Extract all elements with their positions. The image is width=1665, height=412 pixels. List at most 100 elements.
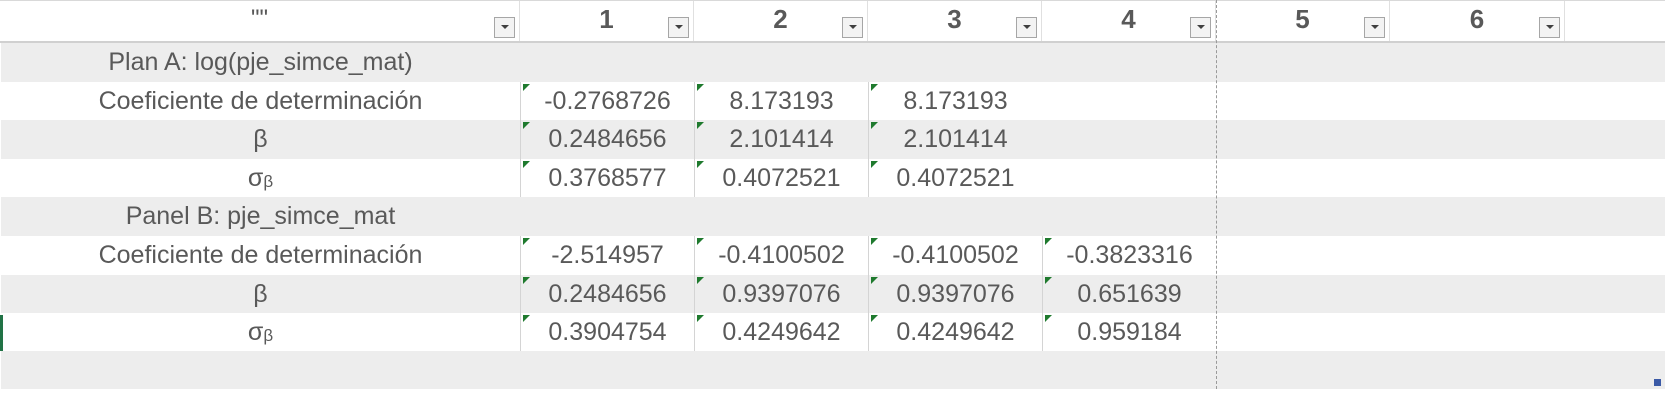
value-cell[interactable]: -0.4100502: [868, 236, 1042, 275]
value-cell[interactable]: [1042, 82, 1216, 120]
value-cell[interactable]: [694, 197, 868, 236]
header-cell-col-5[interactable]: 5: [1216, 1, 1390, 41]
value-cell[interactable]: [1042, 43, 1216, 82]
value-cell[interactable]: 0.4072521: [694, 159, 868, 197]
filter-dropdown-button[interactable]: [1539, 17, 1560, 38]
error-indicator-icon[interactable]: [523, 161, 530, 168]
value-cell[interactable]: [1390, 159, 1565, 197]
value-cell[interactable]: [520, 197, 694, 236]
value-cell[interactable]: [520, 351, 694, 389]
error-indicator-icon[interactable]: [871, 238, 878, 245]
panel-title-cell[interactable]: Panel B: pje_simce_mat: [0, 197, 520, 236]
error-indicator-icon[interactable]: [1045, 315, 1052, 322]
value-cell[interactable]: [694, 351, 868, 389]
value-cell[interactable]: [868, 43, 1042, 82]
header-cell-col-3[interactable]: 3: [868, 1, 1042, 41]
error-indicator-icon[interactable]: [1045, 238, 1052, 245]
value-cell[interactable]: 2.101414: [694, 120, 868, 159]
value-cell[interactable]: 0.4249642: [868, 313, 1042, 351]
filter-dropdown-button[interactable]: [1364, 17, 1385, 38]
error-indicator-icon[interactable]: [523, 84, 530, 91]
error-indicator-icon[interactable]: [871, 277, 878, 284]
filter-dropdown-button[interactable]: [668, 17, 689, 38]
value-cell[interactable]: 8.173193: [694, 82, 868, 120]
value-cell[interactable]: [520, 43, 694, 82]
error-indicator-icon[interactable]: [871, 161, 878, 168]
error-indicator-icon[interactable]: [697, 315, 704, 322]
value-cell[interactable]: 0.4249642: [694, 313, 868, 351]
error-indicator-icon[interactable]: [697, 84, 704, 91]
value-cell[interactable]: -2.514957: [520, 236, 694, 275]
error-indicator-icon[interactable]: [697, 161, 704, 168]
filter-dropdown-button[interactable]: [1190, 17, 1211, 38]
value-cell[interactable]: [1216, 82, 1390, 120]
value-cell[interactable]: [1390, 275, 1565, 313]
value-cell[interactable]: [1390, 236, 1565, 275]
filter-dropdown-button[interactable]: [1016, 17, 1037, 38]
value-cell[interactable]: [1216, 313, 1390, 351]
value-cell[interactable]: [694, 43, 868, 82]
value-cell[interactable]: [1216, 159, 1390, 197]
value-cell[interactable]: [1390, 43, 1565, 82]
value-cell[interactable]: [1042, 197, 1216, 236]
value-cell[interactable]: [1216, 43, 1390, 82]
value-cell[interactable]: [1390, 82, 1565, 120]
value-cell[interactable]: 2.101414: [868, 120, 1042, 159]
value-cell[interactable]: [1216, 351, 1390, 389]
table-resize-handle[interactable]: [1654, 379, 1661, 386]
value-cell[interactable]: [1390, 120, 1565, 159]
value-cell[interactable]: [868, 351, 1042, 389]
error-indicator-icon[interactable]: [697, 277, 704, 284]
row-label-cell[interactable]: Coeficiente de determinación: [0, 82, 520, 120]
value-cell[interactable]: [1390, 351, 1565, 389]
value-cell[interactable]: [1042, 351, 1216, 389]
error-indicator-icon[interactable]: [697, 238, 704, 245]
value-cell[interactable]: [1390, 197, 1565, 236]
value-cell[interactable]: [1042, 120, 1216, 159]
value-cell[interactable]: [1216, 236, 1390, 275]
value-cell[interactable]: [868, 197, 1042, 236]
value-cell[interactable]: 0.2484656: [520, 120, 694, 159]
filter-dropdown-button[interactable]: [842, 17, 863, 38]
error-indicator-icon[interactable]: [871, 84, 878, 91]
header-cell-label[interactable]: "": [0, 1, 520, 41]
value-cell[interactable]: 0.9397076: [868, 275, 1042, 313]
header-cell-col-1[interactable]: 1: [520, 1, 694, 41]
value-cell[interactable]: -0.4100502: [694, 236, 868, 275]
row-label-cell[interactable]: Coeficiente de determinación: [0, 236, 520, 275]
row-label-cell[interactable]: [0, 351, 520, 389]
header-cell-col-6[interactable]: 6: [1390, 1, 1565, 41]
value-cell[interactable]: -0.2768726: [520, 82, 694, 120]
value-cell[interactable]: [1390, 313, 1565, 351]
value-cell[interactable]: [1216, 275, 1390, 313]
value-cell[interactable]: [1216, 197, 1390, 236]
row-label-cell[interactable]: β: [0, 120, 520, 159]
error-indicator-icon[interactable]: [871, 122, 878, 129]
value-cell[interactable]: 0.2484656: [520, 275, 694, 313]
row-label-cell[interactable]: β: [0, 275, 520, 313]
value-cell[interactable]: [1216, 120, 1390, 159]
header-cell-col-2[interactable]: 2: [694, 1, 868, 41]
value-cell[interactable]: [1042, 159, 1216, 197]
header-cell-col-4[interactable]: 4: [1042, 1, 1216, 41]
sigma-symbol: σ: [247, 317, 264, 346]
panel-title-cell[interactable]: Plan A: log(pje_simce_mat): [0, 43, 520, 82]
error-indicator-icon[interactable]: [523, 122, 530, 129]
filter-dropdown-button[interactable]: [494, 17, 515, 38]
error-indicator-icon[interactable]: [871, 315, 878, 322]
error-indicator-icon[interactable]: [523, 277, 530, 284]
value-cell[interactable]: 0.959184: [1042, 313, 1216, 351]
value-cell[interactable]: 0.4072521: [868, 159, 1042, 197]
value-cell[interactable]: 0.3904754: [520, 313, 694, 351]
value-cell[interactable]: 0.3768577: [520, 159, 694, 197]
error-indicator-icon[interactable]: [1045, 277, 1052, 284]
value-cell[interactable]: 0.9397076: [694, 275, 868, 313]
error-indicator-icon[interactable]: [697, 122, 704, 129]
value-cell[interactable]: -0.3823316: [1042, 236, 1216, 275]
value-cell[interactable]: 0.651639: [1042, 275, 1216, 313]
error-indicator-icon[interactable]: [523, 238, 530, 245]
value-cell[interactable]: 8.173193: [868, 82, 1042, 120]
error-indicator-icon[interactable]: [523, 315, 530, 322]
